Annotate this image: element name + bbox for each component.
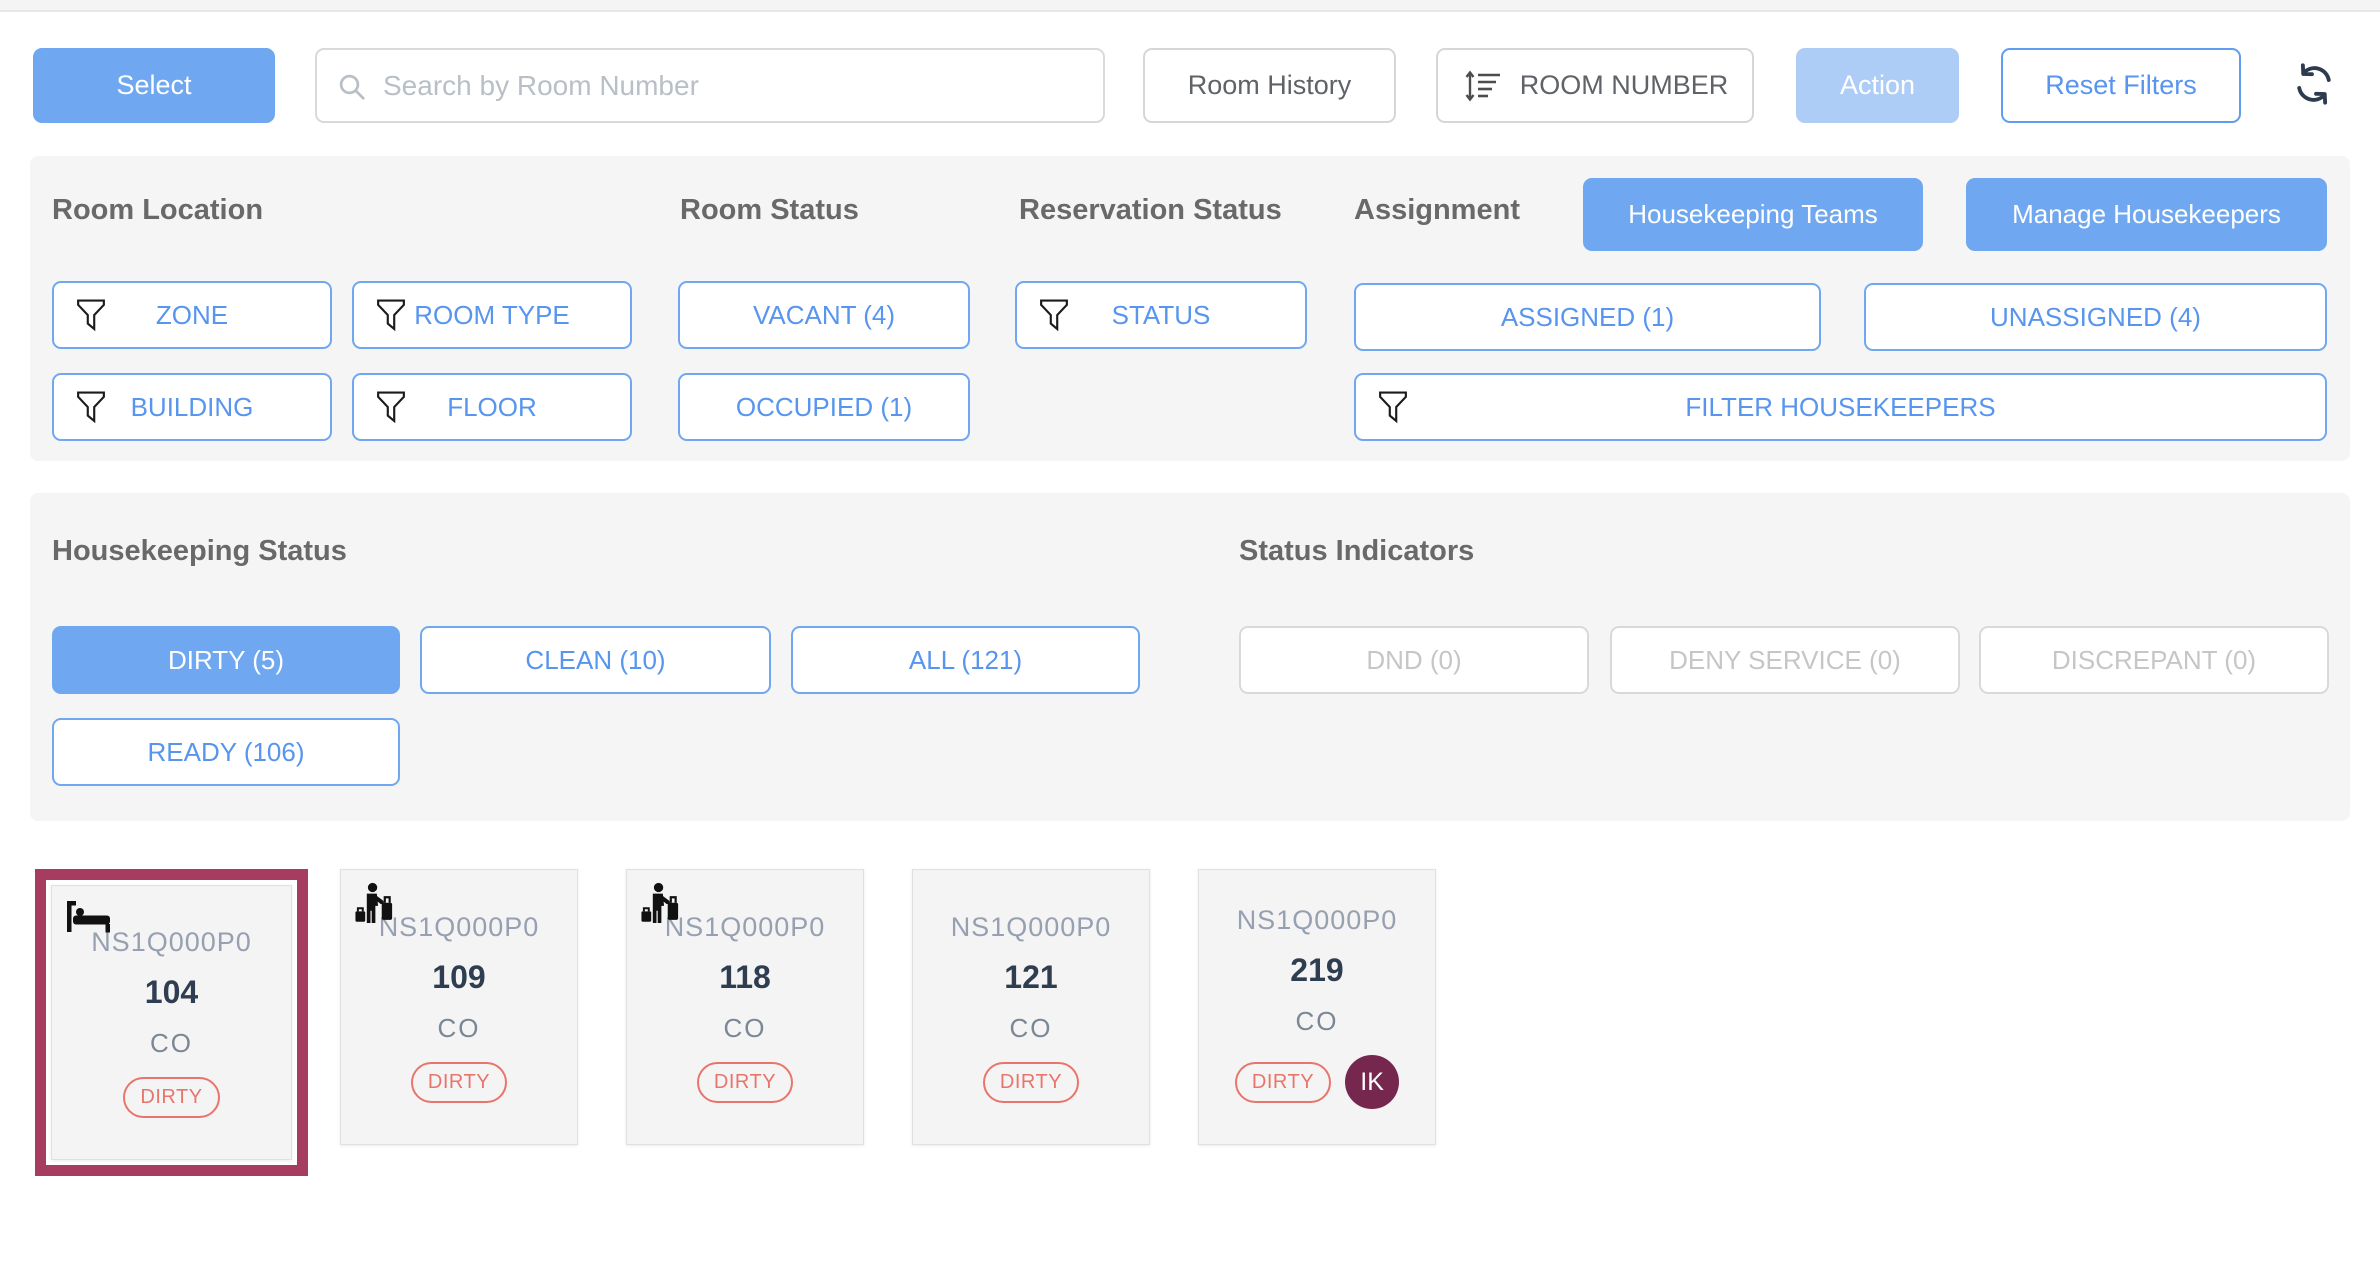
room-card-grid: NS1Q000P0 104 CO DIRTY NS1Q000P0 109 CO … bbox=[35, 869, 2350, 1176]
all-filter-button[interactable]: ALL (121) bbox=[791, 626, 1140, 694]
status-indicators-title: Status Indicators bbox=[1239, 535, 1475, 567]
filter-housekeepers-button[interactable]: FILTER HOUSEKEEPERS bbox=[1354, 373, 2327, 441]
housekeeping-status-panel: Housekeeping Status Status Indicators DI… bbox=[30, 493, 2350, 821]
toolbar: Select Room History ROOM NUMBER Action R… bbox=[33, 48, 2350, 123]
search-icon bbox=[339, 74, 365, 100]
room-number: 219 bbox=[1290, 952, 1344, 988]
room-number: 121 bbox=[1004, 958, 1058, 995]
room-card-219[interactable]: NS1Q000P0 219 CO DIRTY IK bbox=[1198, 869, 1436, 1145]
floor-label: FLOOR bbox=[447, 391, 537, 422]
guest-luggage-icon bbox=[641, 882, 679, 923]
room-card-104-selected[interactable]: NS1Q000P0 104 CO DIRTY bbox=[35, 869, 308, 1176]
deny-service-indicator-button[interactable]: DENY SERVICE (0) bbox=[1610, 626, 1960, 694]
reset-filters-button[interactable]: Reset Filters bbox=[2001, 48, 2241, 123]
reservation-status-code: CO bbox=[437, 1012, 481, 1043]
room-code: NS1Q000P0 bbox=[950, 911, 1112, 942]
sort-label: ROOM NUMBER bbox=[1519, 70, 1729, 100]
dirty-status-pill: DIRTY bbox=[696, 1061, 794, 1103]
status-label: STATUS bbox=[1111, 299, 1211, 330]
building-label: BUILDING bbox=[130, 391, 254, 422]
dirty-status-pill: DIRTY bbox=[982, 1061, 1080, 1103]
zone-label: ZONE bbox=[155, 299, 229, 330]
room-number: 118 bbox=[719, 958, 771, 995]
dnd-indicator-button[interactable]: DND (0) bbox=[1239, 626, 1589, 694]
reservation-status-code: CO bbox=[723, 1012, 767, 1043]
funnel-icon bbox=[377, 299, 405, 332]
refresh-button[interactable] bbox=[2289, 61, 2339, 110]
floor-filter-button[interactable]: FLOOR bbox=[352, 373, 632, 441]
housekeeping-teams-button[interactable]: Housekeeping Teams bbox=[1583, 178, 1923, 251]
select-button[interactable]: Select bbox=[33, 48, 275, 123]
unassigned-filter-button[interactable]: UNASSIGNED (4) bbox=[1864, 283, 2327, 351]
room-code: NS1Q000P0 bbox=[1236, 905, 1398, 935]
dirty-status-pill: DIRTY bbox=[1234, 1061, 1332, 1103]
search-input[interactable] bbox=[315, 48, 1105, 123]
zone-filter-button[interactable]: ZONE bbox=[52, 281, 332, 349]
funnel-icon bbox=[1040, 299, 1068, 332]
funnel-icon bbox=[77, 391, 105, 424]
funnel-icon bbox=[1379, 391, 1407, 424]
reservation-status-code: CO bbox=[150, 1028, 193, 1058]
manage-housekeepers-button[interactable]: Manage Housekeepers bbox=[1966, 178, 2327, 251]
room-history-button[interactable]: Room History bbox=[1143, 48, 1396, 123]
occupied-bed-icon bbox=[67, 901, 110, 933]
occupied-filter-button[interactable]: OCCUPIED (1) bbox=[678, 373, 970, 441]
dirty-status-pill: DIRTY bbox=[123, 1077, 220, 1118]
reservation-status-code: CO bbox=[1295, 1006, 1339, 1036]
room-location-title: Room Location bbox=[52, 194, 264, 226]
vacant-filter-button[interactable]: VACANT (4) bbox=[678, 281, 970, 349]
assignment-title: Assignment bbox=[1354, 194, 1520, 226]
room-code: NS1Q000P0 bbox=[664, 911, 826, 942]
building-filter-button[interactable]: BUILDING bbox=[52, 373, 332, 441]
room-number: 109 bbox=[432, 958, 486, 995]
assigned-filter-button[interactable]: ASSIGNED (1) bbox=[1354, 283, 1821, 351]
room-card-109[interactable]: NS1Q000P0 109 CO DIRTY bbox=[340, 869, 578, 1145]
action-button[interactable]: Action bbox=[1796, 48, 1959, 123]
reservation-status-code: CO bbox=[1009, 1012, 1053, 1043]
sort-room-number-button[interactable]: ROOM NUMBER bbox=[1436, 48, 1754, 123]
top-strip bbox=[0, 0, 2380, 12]
housekeeper-initials-badge: IK bbox=[1345, 1055, 1400, 1109]
dirty-filter-button[interactable]: DIRTY (5) bbox=[52, 626, 400, 694]
room-card-118[interactable]: NS1Q000P0 118 CO DIRTY bbox=[626, 869, 864, 1145]
room-number: 104 bbox=[144, 974, 199, 1010]
dirty-status-pill: DIRTY bbox=[410, 1061, 508, 1103]
discrepant-indicator-button[interactable]: DISCREPANT (0) bbox=[1979, 626, 2329, 694]
funnel-icon bbox=[377, 391, 405, 424]
status-filter-button[interactable]: STATUS bbox=[1015, 281, 1307, 349]
room-code: NS1Q000P0 bbox=[91, 927, 252, 957]
clean-filter-button[interactable]: CLEAN (10) bbox=[420, 626, 771, 694]
room-code: NS1Q000P0 bbox=[378, 911, 540, 942]
funnel-icon bbox=[77, 299, 105, 332]
filter-housekeepers-label: FILTER HOUSEKEEPERS bbox=[1685, 391, 1996, 422]
room-type-filter-button[interactable]: ROOM TYPE bbox=[352, 281, 632, 349]
sort-icon bbox=[1465, 70, 1500, 101]
refresh-icon bbox=[2297, 63, 2331, 105]
ready-filter-button[interactable]: READY (106) bbox=[52, 718, 400, 786]
room-card: NS1Q000P0 104 CO DIRTY bbox=[51, 885, 292, 1160]
reservation-status-title: Reservation Status bbox=[1019, 194, 1282, 226]
room-type-label: ROOM TYPE bbox=[414, 299, 570, 330]
room-card-121[interactable]: NS1Q000P0 121 CO DIRTY bbox=[912, 869, 1150, 1145]
search-room-field bbox=[315, 48, 1105, 123]
guest-luggage-icon bbox=[355, 882, 393, 923]
filters-panel: Room Location Room Status Reservation St… bbox=[30, 156, 2350, 461]
housekeeping-status-title: Housekeeping Status bbox=[52, 535, 347, 567]
room-status-title: Room Status bbox=[680, 194, 859, 226]
